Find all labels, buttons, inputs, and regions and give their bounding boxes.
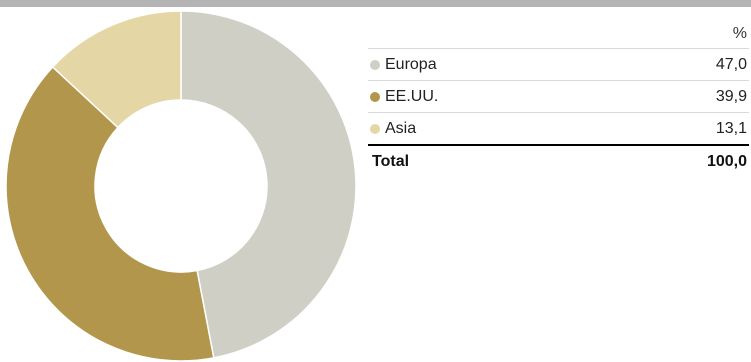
legend-total-row: Total 100,0 [368,144,749,177]
legend-row-eeuu: EE.UU. 39,9 [368,80,749,112]
total-value: 100,0 [706,152,747,170]
legend-value-asia: 13,1 [715,119,747,137]
legend-value-europa: 47,0 [715,55,747,73]
unit-label: % [732,25,747,42]
legend-row-europa: Europa 47,0 [368,48,749,80]
slice-europa [180,10,357,359]
legend-label-eeuu: EE.UU. [385,87,439,105]
legend-swatch-eeuu [370,91,380,102]
legend-value-eeuu: 39,9 [715,87,747,105]
legend-label-europa: Europa [385,55,437,73]
slice-eeuu [5,65,215,362]
legend-swatch-asia [370,123,380,134]
legend-table: % Europa 47,0 EE.UU. 39,9 Asia 13,1 Tota… [368,20,749,177]
total-label: Total [372,152,410,170]
legend-label-asia: Asia [385,119,417,137]
header-bar [0,0,751,7]
donut-chart [5,10,357,362]
legend-row-asia: Asia 13,1 [368,112,749,144]
slice-asia [51,10,182,129]
legend-swatch-europa [370,59,380,70]
